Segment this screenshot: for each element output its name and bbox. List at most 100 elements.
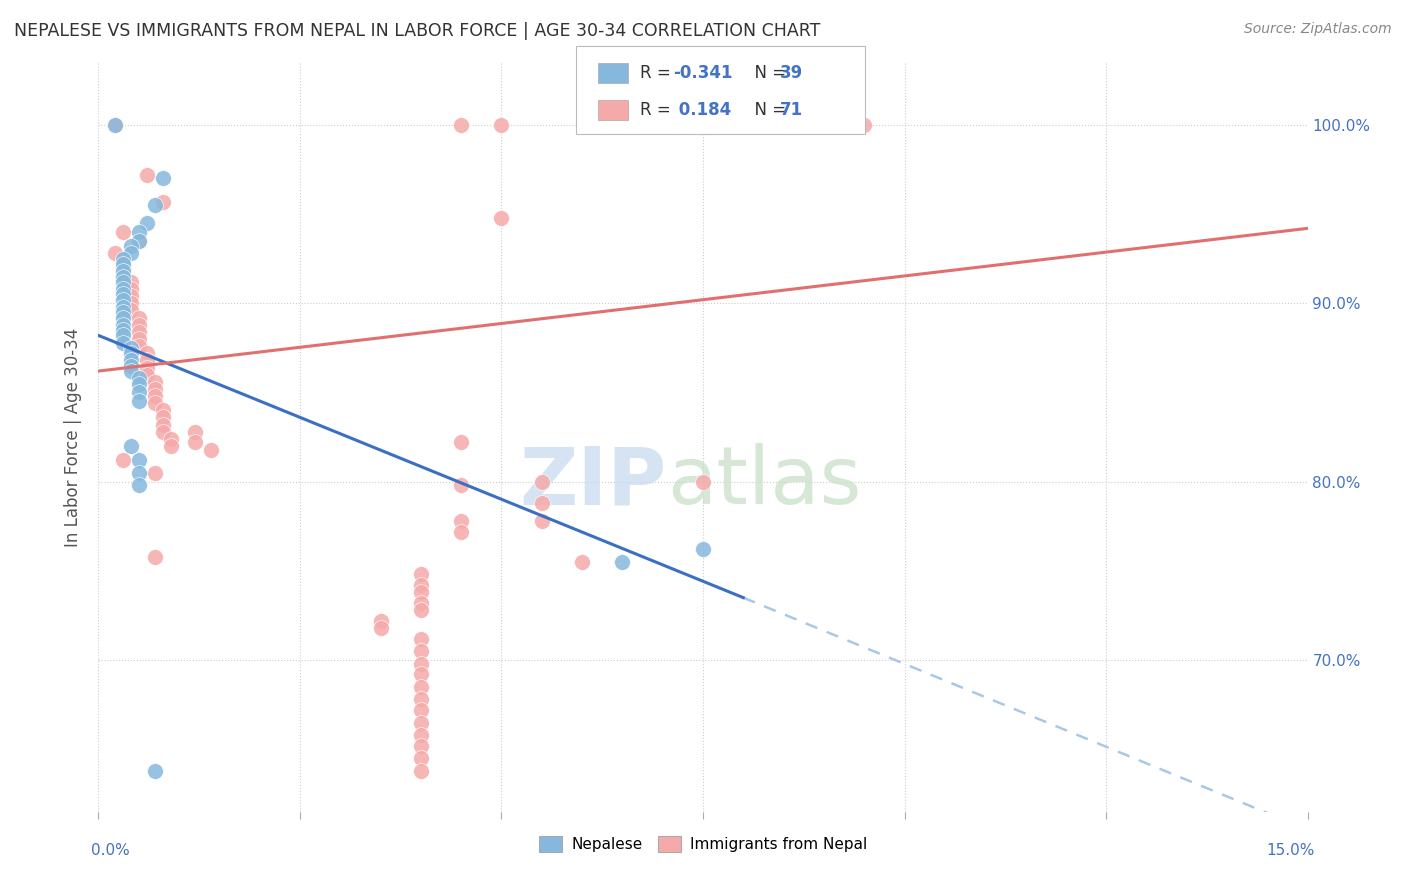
Point (409, 692, 432, 706)
Text: NEPALESE VS IMMIGRANTS FROM NEPAL IN LABOR FORCE | AGE 30-34 CORRELATION CHART: NEPALESE VS IMMIGRANTS FROM NEPAL IN LAB… (14, 22, 821, 40)
Point (450, 514, 472, 528)
Point (120, 296, 142, 310)
Point (409, 603, 432, 617)
Point (128, 466, 150, 480)
Point (111, 260, 134, 275)
Point (409, 567, 432, 582)
Point (111, 323, 134, 337)
Point (612, 555, 634, 569)
Point (128, 234, 150, 248)
Text: N =: N = (744, 64, 792, 82)
Point (409, 764, 432, 778)
Point (111, 225, 134, 239)
Text: R =: R = (640, 101, 676, 119)
Point (450, 524, 472, 539)
Point (409, 703, 432, 717)
Point (120, 246, 142, 260)
Text: atlas: atlas (666, 443, 860, 521)
Point (491, 211, 513, 225)
Text: 39: 39 (780, 64, 804, 82)
Point (128, 225, 150, 239)
Point (160, 439, 183, 453)
Point (409, 680, 432, 694)
Point (409, 585, 432, 599)
Point (143, 549, 166, 564)
Point (370, 614, 392, 628)
Point (103, 118, 125, 132)
Point (370, 621, 392, 635)
Point (152, 171, 174, 186)
Text: 0.184: 0.184 (673, 101, 731, 119)
Point (143, 764, 166, 778)
Point (128, 234, 150, 248)
Point (409, 667, 432, 681)
Point (111, 264, 134, 278)
Point (128, 332, 150, 346)
Point (128, 453, 150, 467)
Point (160, 432, 183, 446)
Point (111, 328, 134, 343)
Point (111, 257, 134, 271)
Point (135, 168, 157, 182)
Text: R =: R = (640, 64, 676, 82)
Legend: Nepalese, Immigrants from Nepal: Nepalese, Immigrants from Nepal (533, 830, 873, 858)
Point (143, 198, 166, 212)
Point (152, 417, 174, 432)
Point (135, 360, 157, 375)
Point (103, 246, 125, 260)
Point (143, 389, 166, 403)
Point (409, 632, 432, 646)
Point (111, 268, 134, 282)
Point (111, 253, 134, 268)
Y-axis label: In Labor Force | Age 30-34: In Labor Force | Age 30-34 (65, 327, 83, 547)
Point (409, 715, 432, 730)
Point (143, 396, 166, 410)
Point (135, 216, 157, 230)
Point (530, 475, 553, 489)
Point (143, 375, 166, 389)
Point (120, 275, 142, 289)
Point (103, 118, 125, 132)
Point (450, 118, 472, 132)
Text: 0.0%: 0.0% (91, 843, 131, 858)
Point (128, 310, 150, 325)
Point (152, 425, 174, 439)
Point (120, 364, 142, 378)
Point (409, 578, 432, 592)
Text: 71: 71 (780, 101, 803, 119)
Point (120, 289, 142, 303)
Point (143, 466, 166, 480)
Point (120, 239, 142, 253)
Point (450, 435, 472, 450)
Point (111, 335, 134, 350)
Point (128, 339, 150, 353)
Point (111, 300, 134, 314)
Point (409, 657, 432, 671)
Point (135, 353, 157, 368)
Point (450, 478, 472, 492)
Point (111, 269, 134, 284)
Point (128, 385, 150, 400)
Text: ZIP: ZIP (519, 443, 666, 521)
Point (128, 325, 150, 339)
Point (128, 376, 150, 391)
Point (111, 305, 134, 319)
Point (120, 303, 142, 318)
Text: N =: N = (744, 101, 792, 119)
Text: -0.341: -0.341 (673, 64, 733, 82)
Point (135, 346, 157, 360)
Point (152, 403, 174, 417)
Point (571, 555, 593, 569)
Point (409, 751, 432, 765)
Point (184, 435, 207, 450)
Point (111, 282, 134, 296)
Point (530, 496, 553, 510)
Point (128, 394, 150, 409)
Point (152, 194, 174, 209)
Point (409, 596, 432, 610)
Point (152, 410, 174, 425)
Point (692, 542, 714, 557)
Point (111, 310, 134, 325)
Point (120, 353, 142, 368)
Point (128, 371, 150, 385)
